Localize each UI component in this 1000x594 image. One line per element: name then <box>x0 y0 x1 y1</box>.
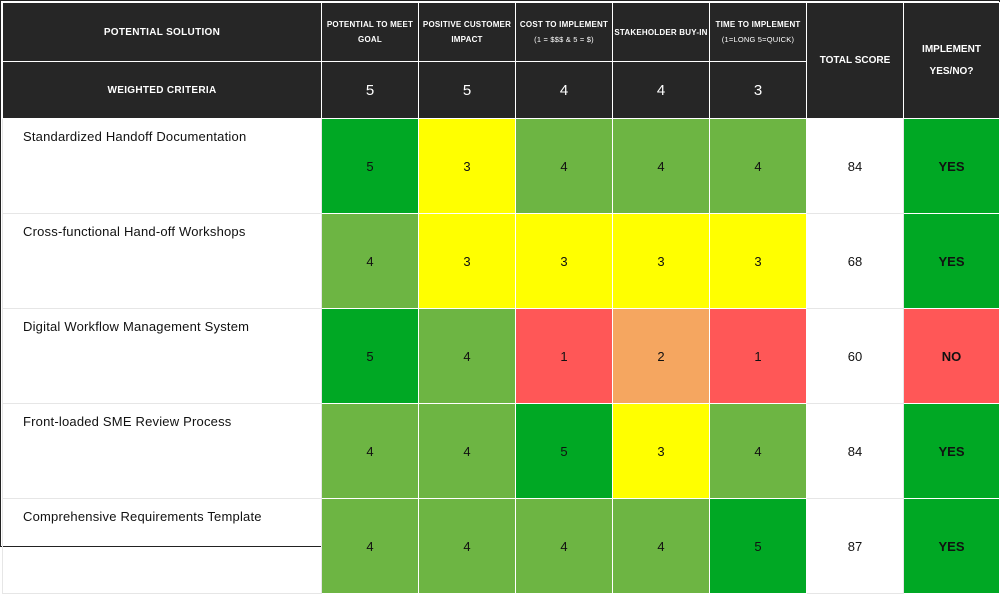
header-potential-solution: POTENTIAL SOLUTION <box>2 2 322 62</box>
score-cell: 4 <box>321 498 419 594</box>
total-score: 60 <box>806 308 904 404</box>
implement-decision: NO <box>903 308 1000 404</box>
implement-decision: YES <box>903 403 1000 499</box>
score-cell: 5 <box>515 403 613 499</box>
criterion-label: TIME TO IMPLEMENT <box>715 20 801 29</box>
weight-4: 4 <box>612 61 710 119</box>
score-cell: 3 <box>418 213 516 309</box>
score-cell: 3 <box>709 213 807 309</box>
solution-row: Digital Workflow Management System 5 4 1… <box>2 308 1000 404</box>
header-criterion-3: COST TO IMPLEMENT (1 = $$$ & 5 = $) <box>515 2 613 62</box>
score-cell: 3 <box>418 118 516 214</box>
header-criterion-4: STAKEHOLDER BUY-IN <box>612 2 710 62</box>
header-total-score: TOTAL SCORE <box>806 2 904 119</box>
score-cell: 4 <box>418 498 516 594</box>
solution-name: Comprehensive Requirements Template <box>2 498 322 594</box>
solution-name: Front-loaded SME Review Process <box>2 403 322 499</box>
header-implement: IMPLEMENT YES/NO? <box>903 2 1000 119</box>
criterion-label: STAKEHOLDER BUY-IN <box>614 27 708 37</box>
score-cell: 4 <box>515 118 613 214</box>
implement-decision: YES <box>903 498 1000 594</box>
score-cell: 4 <box>709 403 807 499</box>
header-criterion-1: POTENTIAL TO MEET GOAL <box>321 2 419 62</box>
criterion-label: COST TO IMPLEMENT <box>519 20 609 29</box>
solution-row: Cross-functional Hand-off Workshops 4 3 … <box>2 213 1000 309</box>
criterion-label: POSITIVE CUSTOMER IMPACT <box>422 20 512 44</box>
score-cell: 4 <box>515 498 613 594</box>
solution-name: Cross-functional Hand-off Workshops <box>2 213 322 309</box>
score-cell: 1 <box>515 308 613 404</box>
implement-decision: YES <box>903 118 1000 214</box>
solution-row: Standardized Handoff Documentation 5 3 4… <box>2 118 1000 214</box>
criterion-label: POTENTIAL TO MEET GOAL <box>326 20 414 44</box>
weights-row: WEIGHTED CRITERIA 5 5 4 4 3 <box>2 61 1000 119</box>
score-cell: 4 <box>612 498 710 594</box>
score-cell: 4 <box>321 213 419 309</box>
score-cell: 5 <box>709 498 807 594</box>
score-cell: 3 <box>612 213 710 309</box>
solution-name: Standardized Handoff Documentation <box>2 118 322 214</box>
total-score: 84 <box>806 118 904 214</box>
score-cell: 3 <box>515 213 613 309</box>
score-cell: 5 <box>321 308 419 404</box>
score-cell: 1 <box>709 308 807 404</box>
score-cell: 3 <box>612 403 710 499</box>
weight-3: 4 <box>515 61 613 119</box>
score-cell: 4 <box>321 403 419 499</box>
solution-name: Digital Workflow Management System <box>2 308 322 404</box>
weight-2: 5 <box>418 61 516 119</box>
solution-row: Comprehensive Requirements Template 4 4 … <box>2 498 1000 594</box>
total-score: 87 <box>806 498 904 594</box>
score-cell: 5 <box>321 118 419 214</box>
header-criterion-2: POSITIVE CUSTOMER IMPACT <box>418 2 516 62</box>
criterion-note: (1 = $$$ & 5 = $) <box>534 35 594 44</box>
score-cell: 2 <box>612 308 710 404</box>
header-criterion-5: TIME TO IMPLEMENT (1=LONG 5=QUICK) <box>709 2 807 62</box>
implement-label: IMPLEMENT YES/NO? <box>922 43 981 77</box>
solution-row: Front-loaded SME Review Process 4 4 5 3 … <box>2 403 1000 499</box>
header-weighted-criteria: WEIGHTED CRITERIA <box>2 61 322 119</box>
weight-5: 3 <box>709 61 807 119</box>
score-cell: 4 <box>709 118 807 214</box>
score-cell: 4 <box>418 308 516 404</box>
score-cell: 4 <box>418 403 516 499</box>
score-cell: 4 <box>612 118 710 214</box>
total-score: 84 <box>806 403 904 499</box>
weight-1: 5 <box>321 61 419 119</box>
criterion-note: (1=LONG 5=QUICK) <box>721 35 795 44</box>
implement-decision: YES <box>903 213 1000 309</box>
total-score: 68 <box>806 213 904 309</box>
header-row: POTENTIAL SOLUTION POTENTIAL TO MEET GOA… <box>2 2 1000 119</box>
